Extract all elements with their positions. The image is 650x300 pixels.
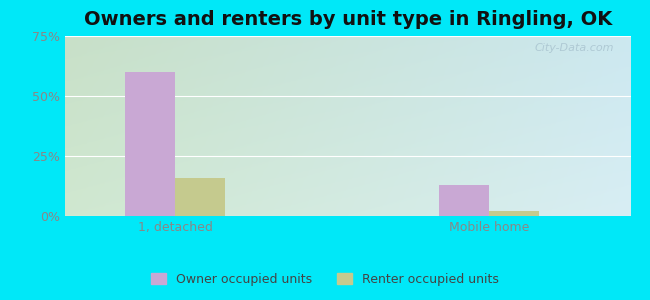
Bar xyxy=(439,185,489,216)
Legend: Owner occupied units, Renter occupied units: Owner occupied units, Renter occupied un… xyxy=(146,268,504,291)
Bar xyxy=(125,72,175,216)
Bar xyxy=(175,178,225,216)
Bar xyxy=(489,211,540,216)
Text: City-Data.com: City-Data.com xyxy=(534,43,614,53)
Title: Owners and renters by unit type in Ringling, OK: Owners and renters by unit type in Ringl… xyxy=(84,10,612,29)
